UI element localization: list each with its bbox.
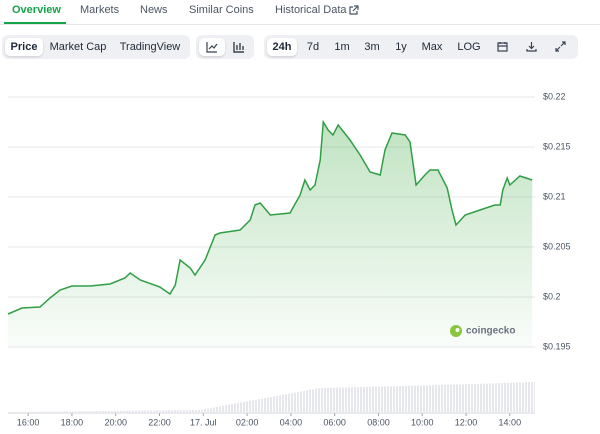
view-toggle: Price Market Cap TradingView xyxy=(2,35,190,59)
toggle-button[interactable]: Price xyxy=(5,38,43,56)
x-tick-label: 10:00 xyxy=(411,417,434,427)
candle-chart-button[interactable] xyxy=(226,38,252,56)
watermark: coingecko xyxy=(466,326,515,337)
y-tick-label: $0.205 xyxy=(543,241,571,251)
chart-style-toggle xyxy=(196,35,254,59)
tab[interactable]: Similar Coins xyxy=(189,4,254,16)
external-link-icon xyxy=(349,5,359,15)
download-icon[interactable] xyxy=(526,41,537,52)
x-tick-label: 22:00 xyxy=(148,417,171,427)
x-tick-label: 20:00 xyxy=(104,417,127,427)
active-tab-indicator xyxy=(4,22,66,24)
toggle-button[interactable]: TradingView xyxy=(119,41,181,53)
x-tick-label: 14:00 xyxy=(499,417,522,427)
range-button[interactable]: Max xyxy=(421,41,443,53)
range-button[interactable]: 3m xyxy=(364,41,380,53)
tab[interactable]: Markets xyxy=(80,4,120,16)
range-button[interactable]: LOG xyxy=(457,41,481,53)
y-tick-label: $0.21 xyxy=(543,191,566,201)
y-tick-label: $0.2 xyxy=(543,291,561,301)
line-chart-button[interactable] xyxy=(199,38,225,56)
tab[interactable]: News xyxy=(140,4,168,16)
y-tick-label: $0.22 xyxy=(543,91,566,101)
x-tick-label: 18:00 xyxy=(61,417,84,427)
x-tick-label: 17. Jul xyxy=(190,417,217,427)
y-tick-label: $0.215 xyxy=(543,141,571,151)
x-tick-label: 06:00 xyxy=(323,417,346,427)
x-tick-label: 12:00 xyxy=(455,417,478,427)
range-button[interactable]: 7d xyxy=(306,41,320,53)
tab-divider xyxy=(0,24,600,25)
volume-band xyxy=(8,382,535,412)
x-tick-label: 04:00 xyxy=(280,417,303,427)
x-tick-label: 02:00 xyxy=(236,417,259,427)
y-tick-label: $0.195 xyxy=(543,341,571,351)
toggle-button[interactable]: Market Cap xyxy=(49,41,107,53)
tab[interactable]: Historical Data xyxy=(275,4,347,16)
price-area xyxy=(8,122,533,347)
range-toggle: 24h 7d 1m 3m 1y Max LOG xyxy=(264,35,578,59)
x-tick-label: 16:00 xyxy=(17,417,40,427)
tab[interactable]: Overview xyxy=(12,4,61,16)
x-tick-label: 08:00 xyxy=(367,417,390,427)
calendar-icon[interactable] xyxy=(497,41,508,52)
price-line xyxy=(7,119,533,315)
expand-icon[interactable] xyxy=(555,41,566,52)
range-button[interactable]: 24h xyxy=(267,38,297,56)
range-button[interactable]: 1m xyxy=(334,41,350,53)
range-button[interactable]: 1y xyxy=(395,41,407,53)
chart: coingecko $0.195 $0.2 $0.205 $0.21 $0.215 $0.… xyxy=(7,91,571,427)
